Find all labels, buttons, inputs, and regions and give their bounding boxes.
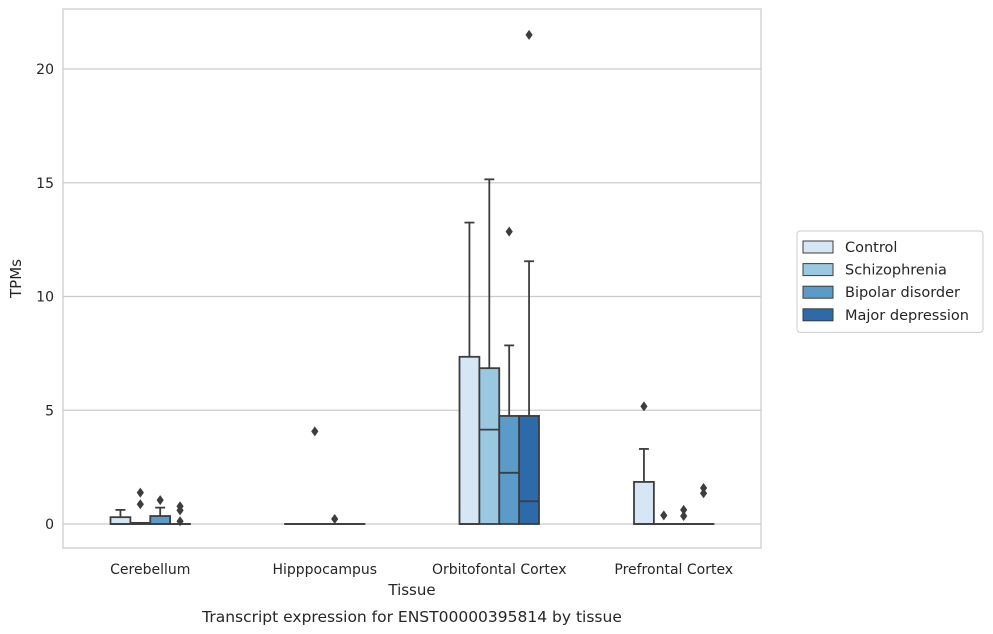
y-tick-10: 10	[36, 290, 54, 306]
box-plot-series	[109, 29, 715, 527]
box-schizophrenia-prefrontal-cortex	[652, 510, 675, 525]
outlier-point	[156, 495, 164, 506]
outlier-point	[331, 513, 339, 524]
outlier-point	[136, 487, 144, 498]
x-tick-hipppocampus: Hipppocampus	[272, 562, 377, 578]
y-tick-5: 5	[45, 403, 54, 419]
outlier-point	[525, 29, 533, 40]
y-tick-0: 0	[45, 517, 54, 533]
figure-caption: Transcript expression for ENST0000039581…	[201, 608, 622, 626]
series-bipolar-disorder	[149, 226, 695, 525]
outlier-point	[505, 226, 513, 237]
series-major-depression	[169, 29, 715, 527]
outlier-point	[176, 505, 184, 516]
legend-label: Major depression	[845, 308, 969, 324]
legend-item-schizophrenia: Schizophrenia	[802, 263, 947, 279]
outlier-point	[680, 504, 688, 515]
outlier-point	[311, 426, 319, 437]
outlier-point	[176, 516, 184, 527]
x-tick-prefrontal-cortex: Prefrontal Cortex	[614, 562, 733, 578]
box-major-depression-orbitofontal-cortex	[518, 29, 540, 525]
legend-label: Schizophrenia	[845, 263, 947, 279]
y-tick-15: 15	[36, 176, 54, 192]
box-bipolar-disorder-hipppocampus	[323, 513, 346, 525]
legend-swatch	[802, 263, 834, 277]
box-control-prefrontal-cortex	[633, 401, 655, 525]
legend-item-control: Control	[802, 240, 897, 256]
y-tick-20: 20	[36, 62, 54, 78]
legend: Control Schizophrenia Bipolar disorder Majo…	[796, 230, 984, 333]
box-major-depression-cerebellum	[169, 501, 191, 527]
legend-swatch	[802, 240, 834, 254]
box-control-cerebellum	[109, 508, 132, 525]
series-schizophrenia	[129, 178, 675, 525]
outlier-point	[136, 499, 144, 510]
y-tick-labels: 0 5 10 15 20	[36, 62, 54, 533]
box-bipolar-disorder-orbitofontal-cortex	[498, 226, 521, 525]
outlier-point	[660, 510, 668, 521]
box-bipolar-disorder-cerebellum	[149, 495, 172, 525]
x-axis-label: Tissue	[387, 581, 435, 599]
box-schizophrenia-orbitofontal-cortex	[478, 178, 501, 525]
outlier-point	[640, 401, 648, 412]
box-bipolar-disorder-prefrontal-cortex	[672, 504, 695, 525]
outlier-point	[699, 483, 708, 494]
legend-item-bipolar-disorder: Bipolar disorder	[802, 285, 960, 301]
x-tick-cerebellum: Cerebellum	[110, 562, 190, 578]
box-major-depression-prefrontal-cortex	[692, 483, 715, 525]
x-tick-orbitofontal-cortex: Orbitofontal Cortex	[432, 562, 567, 578]
legend-label: Control	[845, 240, 897, 256]
x-tick-labels: Cerebellum Hipppocampus Orbitofontal Corte…	[110, 562, 733, 578]
series-control	[109, 221, 655, 525]
legend-label: Bipolar disorder	[845, 285, 960, 301]
legend-frame	[796, 230, 984, 333]
box-control-orbitofontal-cortex	[458, 221, 481, 525]
grid-lines	[63, 68, 761, 525]
y-axis-label: TPMs	[7, 259, 25, 299]
legend-item-major-depression: Major depression	[802, 308, 969, 324]
outlier-point	[680, 511, 688, 522]
legend-swatch	[802, 308, 834, 322]
box-schizophrenia-hipppocampus	[303, 426, 326, 525]
outlier-point	[699, 488, 708, 499]
legend-swatch	[802, 285, 834, 299]
plot-area-frame	[62, 8, 762, 549]
box-schizophrenia-cerebellum	[129, 487, 152, 525]
